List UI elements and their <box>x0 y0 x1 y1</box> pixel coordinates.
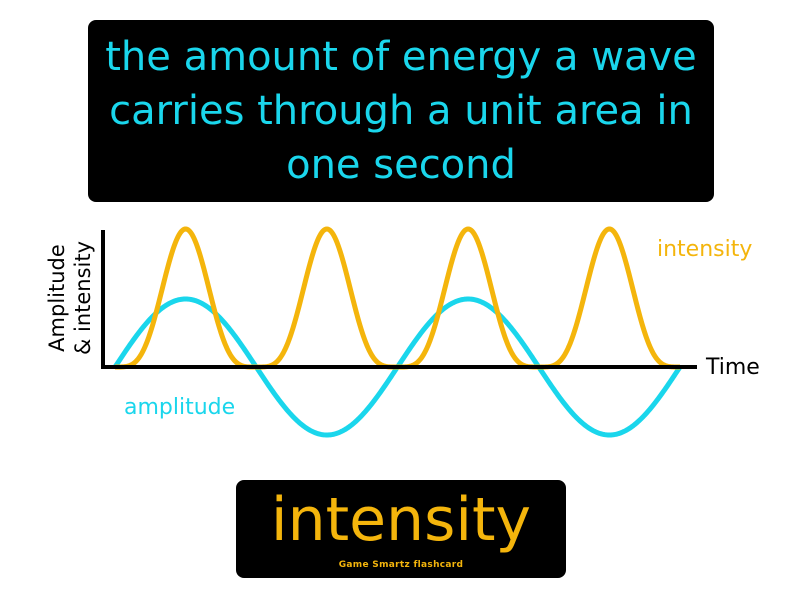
term-panel: intensity Game Smartz flashcard <box>236 480 566 578</box>
y-axis-label-line1: Amplitude <box>45 244 69 352</box>
flashcard-credit: Game Smartz flashcard <box>236 560 566 570</box>
term-title: intensity <box>236 482 566 558</box>
amplitude-label: amplitude <box>124 395 235 420</box>
intensity-label: intensity <box>657 237 752 262</box>
x-axis-label: Time <box>705 355 760 380</box>
intensity-wave <box>115 229 680 367</box>
y-axis-label-line2: & intensity <box>71 241 95 355</box>
